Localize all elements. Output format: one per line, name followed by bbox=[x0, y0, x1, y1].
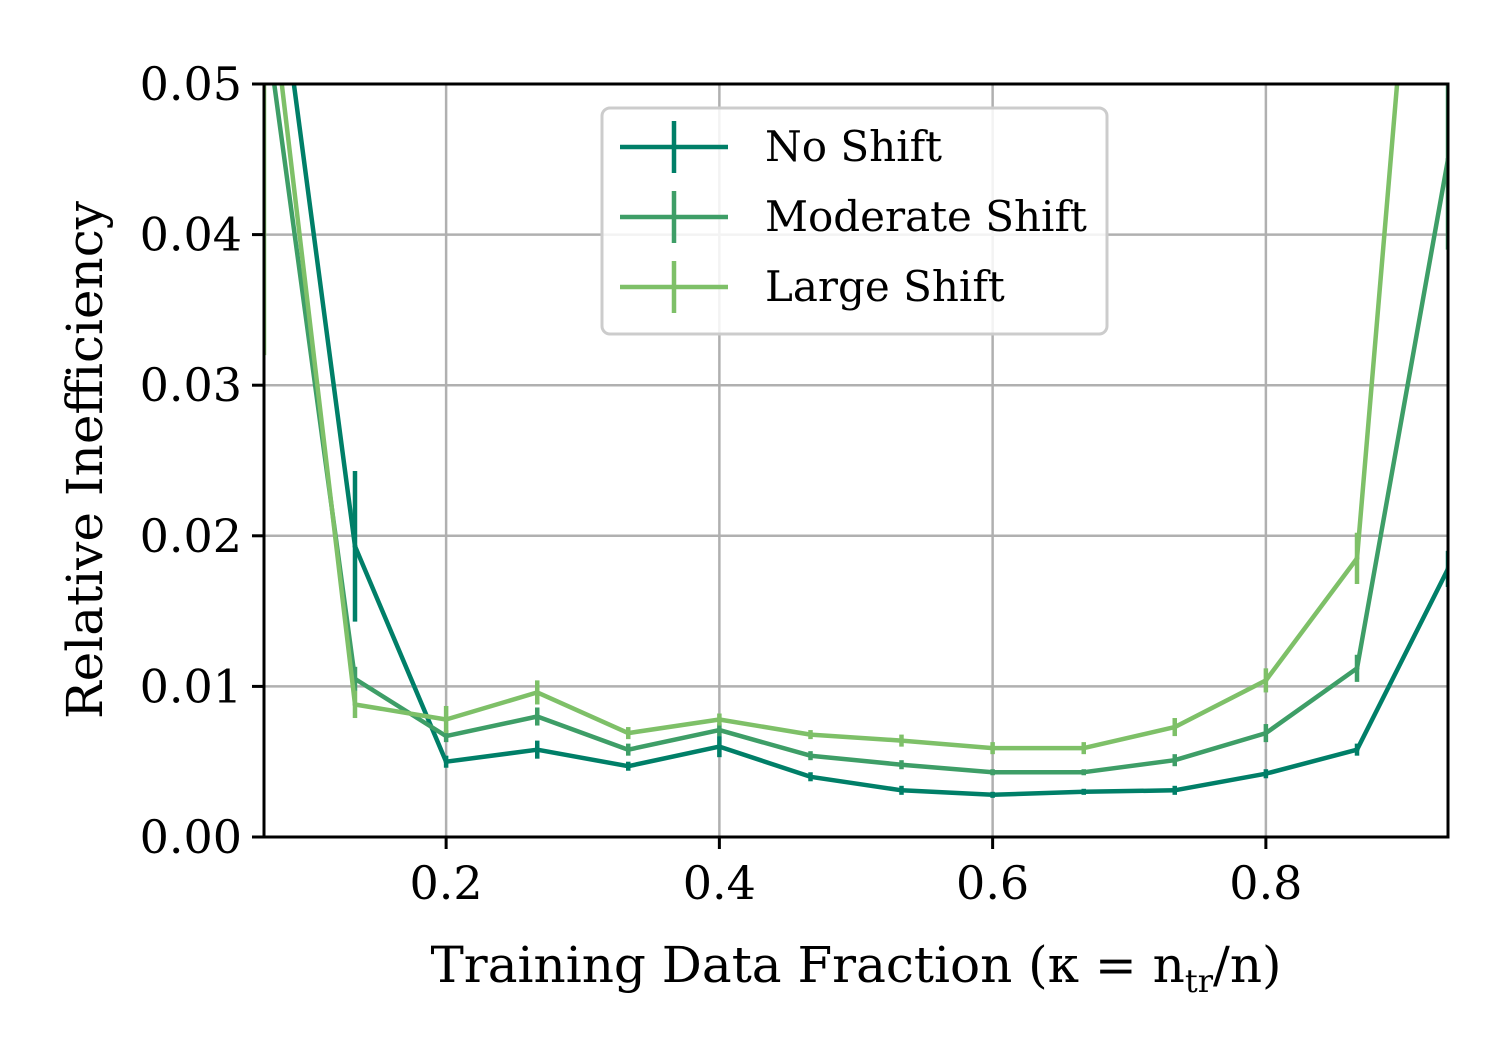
x-tick-label: 0.8 bbox=[1229, 856, 1302, 910]
no-shift-data-point bbox=[808, 774, 814, 780]
x-tick-label: 0.6 bbox=[956, 856, 1029, 910]
no-shift-data-point bbox=[1263, 771, 1269, 777]
large-shift-data-point bbox=[808, 732, 814, 738]
no-shift-data-point bbox=[443, 759, 449, 765]
large-shift-data-point bbox=[443, 717, 449, 723]
moderate-shift-data-point bbox=[808, 753, 814, 759]
large-shift-data-point bbox=[990, 745, 996, 751]
moderate-shift-data-point bbox=[1263, 730, 1269, 736]
x-tick-label: 0.4 bbox=[683, 856, 756, 910]
large-shift-data-point bbox=[716, 717, 722, 723]
moderate-shift-data-point bbox=[1172, 757, 1178, 763]
y-tick-label: 0.00 bbox=[140, 810, 242, 864]
legend-no-shift-label: No Shift bbox=[765, 122, 942, 171]
legend-moderate-shift-label: Moderate Shift bbox=[765, 192, 1087, 241]
y-tick-label: 0.04 bbox=[140, 208, 242, 262]
x-axis-label: Training Data Fraction (κ = ntr/n) bbox=[430, 936, 1281, 1000]
moderate-shift-data-point bbox=[1354, 665, 1360, 671]
large-shift-data-point bbox=[1172, 724, 1178, 730]
moderate-shift-data-point bbox=[898, 762, 904, 768]
moderate-shift-data-point bbox=[534, 714, 540, 720]
no-shift-data-point bbox=[990, 792, 996, 798]
ticks: 0.2 0.4 0.6 0.8 0.00 0.01 0.02 0.03 0.04 0.05 bbox=[140, 57, 1303, 910]
large-shift-data-point bbox=[352, 701, 358, 707]
y-tick-label: 0.05 bbox=[140, 57, 242, 111]
plot-frame bbox=[262, 82, 1450, 839]
no-shift-data-point bbox=[625, 763, 631, 769]
moderate-shift-series-line bbox=[271, 84, 1448, 775]
x-tick-label: 0.2 bbox=[410, 856, 483, 910]
y-tick-label: 0.02 bbox=[140, 509, 242, 563]
large-shift-data-point bbox=[625, 730, 631, 736]
series-layer bbox=[264, 84, 1448, 798]
no-shift-data-point bbox=[898, 787, 904, 793]
no-shift-data-point bbox=[1081, 789, 1087, 795]
moderate-shift-data-point bbox=[716, 727, 722, 733]
large-shift-data-point bbox=[534, 689, 540, 695]
y-axis-label: Relative Inefficiency bbox=[56, 200, 114, 719]
y-tick-label: 0.01 bbox=[140, 659, 242, 713]
large-shift-series-line bbox=[279, 84, 1400, 751]
moderate-shift-data-point bbox=[443, 733, 449, 739]
no-shift-data-point bbox=[534, 747, 540, 753]
no-shift-data-point bbox=[716, 744, 722, 750]
legend-large-shift-label: Large Shift bbox=[765, 262, 1005, 311]
moderate-shift-data-point bbox=[625, 747, 631, 753]
y-tick-label: 0.03 bbox=[140, 358, 242, 412]
no-shift-data-point bbox=[1354, 747, 1360, 753]
large-shift-data-point bbox=[1081, 745, 1087, 751]
moderate-shift-data-point bbox=[990, 769, 996, 775]
legend-box bbox=[600, 106, 1109, 336]
no-shift-series-line bbox=[291, 84, 1448, 798]
no-shift-data-point bbox=[352, 543, 358, 549]
large-shift-data-point bbox=[1354, 555, 1360, 561]
moderate-shift-data-point bbox=[1081, 769, 1087, 775]
legend: No Shift Moderate Shift Large Shift bbox=[600, 106, 1109, 336]
large-shift-data-point bbox=[898, 738, 904, 744]
large-shift-data-point bbox=[1263, 677, 1269, 683]
no-shift-data-point bbox=[1172, 787, 1178, 793]
